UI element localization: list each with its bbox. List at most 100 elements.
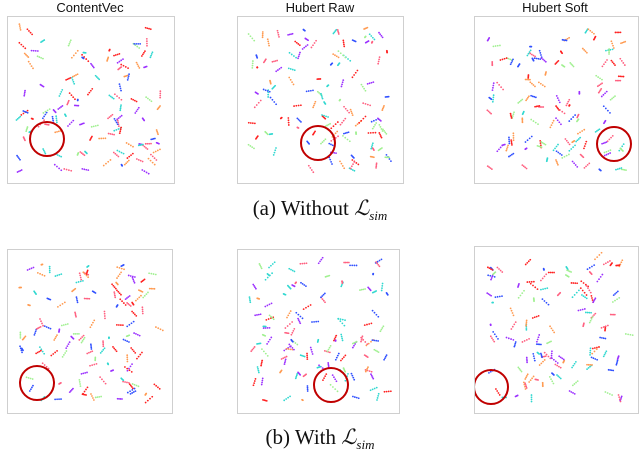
scatter-point xyxy=(288,76,291,79)
scatter-point xyxy=(600,95,603,98)
scatter-point xyxy=(336,121,339,123)
scatter-point xyxy=(496,150,499,153)
scatter-point xyxy=(532,375,535,378)
scatter-point xyxy=(489,335,492,338)
scatter-point xyxy=(510,142,513,145)
scatter-point xyxy=(257,313,260,316)
scatter-point xyxy=(113,291,116,294)
scatter-point xyxy=(295,311,298,314)
scatter-point xyxy=(294,342,297,344)
scatter-point xyxy=(378,56,381,59)
scatter-point xyxy=(616,359,619,362)
scatter-point xyxy=(521,292,524,295)
scatter-point xyxy=(253,346,256,348)
scatter-point xyxy=(539,58,542,61)
scatter-point xyxy=(113,54,115,57)
scatter-point xyxy=(117,125,120,128)
scatter-point xyxy=(501,295,503,298)
scatter-point xyxy=(372,119,375,122)
scatter-point xyxy=(530,53,533,56)
scatter-point xyxy=(65,350,68,352)
scatter-point xyxy=(605,49,607,52)
scatter-point xyxy=(100,395,103,398)
scatter-point xyxy=(618,149,621,152)
scatter-point xyxy=(610,136,612,139)
scatter-point xyxy=(252,283,255,286)
scatter-point xyxy=(550,327,553,330)
scatter-point xyxy=(546,287,549,290)
scatter-point xyxy=(602,326,605,328)
scatter-point xyxy=(380,328,383,331)
scatter-point xyxy=(530,94,533,97)
scatter-point xyxy=(299,262,302,265)
scatter-point xyxy=(303,46,306,49)
scatter-point xyxy=(371,309,374,312)
scatter-point xyxy=(606,392,609,394)
scatter-point xyxy=(382,106,385,109)
scatter-point xyxy=(320,92,322,95)
scatter-point xyxy=(612,44,614,47)
scatter-point xyxy=(380,128,383,130)
scatter-point xyxy=(327,123,330,126)
scatter-point xyxy=(563,112,566,115)
scatter-point xyxy=(274,60,277,62)
scatter-point xyxy=(344,117,347,120)
scatter-point xyxy=(486,292,489,295)
scatter-point xyxy=(36,351,39,354)
scatter-point xyxy=(132,280,135,283)
scatter-point xyxy=(540,54,542,56)
scatter-point xyxy=(25,53,27,56)
scatter-point xyxy=(591,364,593,366)
scatter-point xyxy=(256,366,259,368)
scatter-point xyxy=(66,78,69,81)
scatter-point xyxy=(315,39,317,42)
scatter-point xyxy=(343,167,346,170)
scatter-point xyxy=(112,151,115,154)
scatter-point xyxy=(66,345,69,348)
scatter-point xyxy=(26,127,28,130)
scatter-point xyxy=(257,367,259,370)
scatter-point xyxy=(486,109,489,112)
scatter-point xyxy=(540,343,542,346)
scatter-point xyxy=(39,325,42,328)
scatter-point xyxy=(261,32,264,35)
scatter-point xyxy=(543,142,545,145)
scatter-point xyxy=(154,273,157,276)
scatter-point xyxy=(512,134,515,137)
scatter-point xyxy=(29,62,32,65)
scatter-point xyxy=(605,153,608,156)
scatter-point xyxy=(528,381,531,383)
scatter-point xyxy=(319,78,322,80)
scatter-point xyxy=(589,351,592,354)
scatter-point xyxy=(343,324,346,327)
scatter-point xyxy=(384,355,387,358)
scatter-point xyxy=(367,132,370,134)
scatter-point xyxy=(552,119,555,122)
scatter-point xyxy=(556,294,559,297)
scatter-point xyxy=(565,139,568,142)
highlight-circle xyxy=(313,367,349,403)
scatter-point xyxy=(116,397,119,400)
scatter-point xyxy=(58,154,61,157)
scatter-point xyxy=(511,312,514,314)
scatter-point xyxy=(571,160,574,163)
scatter-point xyxy=(297,118,300,121)
scatter-point xyxy=(103,315,106,317)
scatter-point xyxy=(305,90,308,93)
scatter-point xyxy=(491,337,493,339)
scatter-point xyxy=(136,63,139,66)
scatter-point xyxy=(87,264,90,267)
scatter-point xyxy=(251,62,254,65)
scatter-point xyxy=(589,349,592,352)
scatter-point xyxy=(307,164,310,167)
scatter-point xyxy=(86,371,88,374)
scatter-point xyxy=(319,260,321,263)
scatter-point xyxy=(84,372,87,374)
scatter-point xyxy=(310,46,313,49)
scatter-point xyxy=(522,165,525,168)
scatter-point xyxy=(23,93,26,95)
scatter-point xyxy=(19,27,22,29)
scatter-point xyxy=(295,281,298,284)
scatter-point xyxy=(110,115,112,117)
scatter-point xyxy=(541,277,544,280)
